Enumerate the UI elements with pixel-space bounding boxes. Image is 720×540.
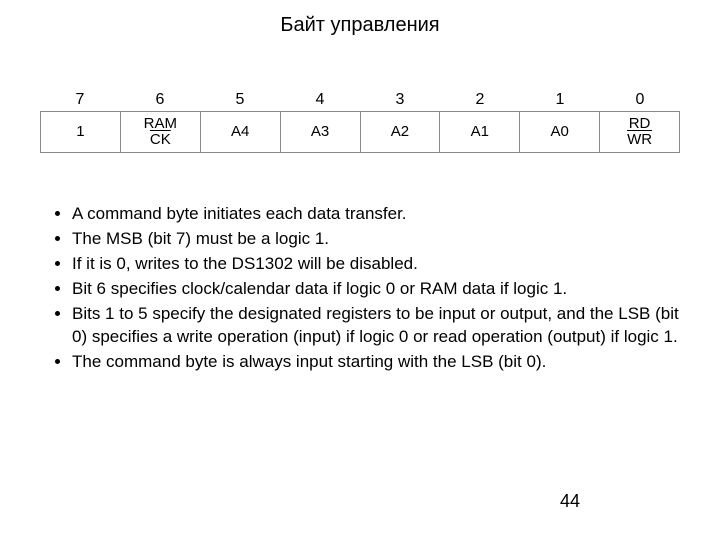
bullet-item: Bits 1 to 5 specify the designated regis… bbox=[72, 303, 680, 349]
bullet-item: Bit 6 specifies clock/calendar data if l… bbox=[72, 278, 680, 301]
bit-label: 4 bbox=[280, 91, 360, 111]
byte-cell-6: RAM CK bbox=[121, 112, 201, 152]
byte-cell-4: A3 bbox=[281, 112, 361, 152]
bullet-item: If it is 0, writes to the DS1302 will be… bbox=[72, 253, 680, 276]
bullet-list: A command byte initiates each data trans… bbox=[40, 203, 680, 374]
page-number: 44 bbox=[560, 491, 580, 512]
bullet-item: The MSB (bit 7) must be a logic 1. bbox=[72, 228, 680, 251]
slide-title: Байт управления bbox=[40, 14, 680, 37]
bullet-item: A command byte initiates each data trans… bbox=[72, 203, 680, 226]
byte-cell-0: RD WR bbox=[600, 112, 679, 152]
byte-table: 1 RAM CK A4 A3 A2 A1 A0 RD WR bbox=[40, 111, 680, 153]
byte-cell-3: A2 bbox=[361, 112, 441, 152]
byte-cell-1: A0 bbox=[520, 112, 600, 152]
bit-label: 7 bbox=[40, 91, 120, 111]
bit-label: 0 bbox=[600, 91, 680, 111]
slide: Байт управления 7 6 5 4 3 2 1 0 1 RAM CK… bbox=[0, 0, 720, 540]
byte-cell-0-top: RD bbox=[627, 116, 652, 133]
byte-cell-6-bot: CK bbox=[144, 132, 177, 149]
bit-label: 2 bbox=[440, 91, 520, 111]
bit-label: 5 bbox=[200, 91, 280, 111]
byte-cell-6-top: RAM bbox=[144, 116, 177, 133]
bit-label: 3 bbox=[360, 91, 440, 111]
byte-cell-7: 1 bbox=[41, 112, 121, 152]
bit-label: 1 bbox=[520, 91, 600, 111]
byte-cell-5: A4 bbox=[201, 112, 281, 152]
byte-cell-0-bot: WR bbox=[627, 132, 652, 149]
bit-label: 6 bbox=[120, 91, 200, 111]
bit-number-row: 7 6 5 4 3 2 1 0 bbox=[40, 91, 680, 111]
byte-table-wrapper: 7 6 5 4 3 2 1 0 1 RAM CK A4 A3 A2 A1 A0 bbox=[40, 91, 680, 153]
byte-cell-2: A1 bbox=[440, 112, 520, 152]
bullet-item: The command byte is always input startin… bbox=[72, 351, 680, 374]
